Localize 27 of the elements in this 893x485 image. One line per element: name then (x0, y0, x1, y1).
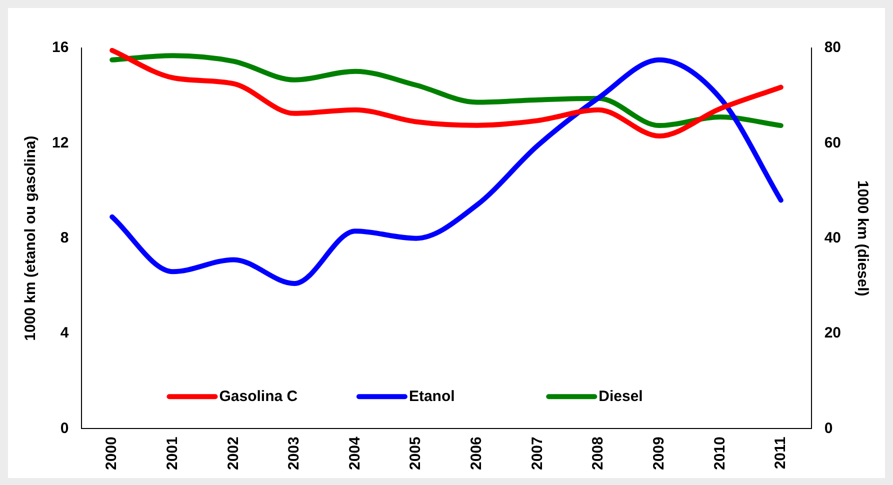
y-tick-label: 16 (52, 39, 69, 56)
y2-tick-label: 20 (824, 324, 842, 342)
legend-label: Gasolina C (219, 388, 298, 405)
y2-axis-title: 1000 km (diesel) (854, 180, 871, 296)
x-tick-label: 2008 (590, 436, 607, 470)
x-tick-label: 2010 (711, 436, 728, 470)
x-tick-label: 2005 (407, 436, 424, 470)
y-tick-label: 4 (60, 324, 70, 342)
y2-tick-label: 80 (824, 39, 842, 56)
x-tick-label: 2009 (650, 436, 668, 470)
x-tick-label: 2002 (224, 436, 242, 470)
x-tick-label: 2007 (528, 436, 546, 470)
x-tick-label: 2011 (772, 436, 790, 470)
y2-tick-label: 0 (824, 420, 833, 437)
x-tick-label: 2004 (346, 436, 364, 470)
y2-tick-label: 40 (824, 229, 842, 246)
y-axis-title: 1000 km (etanol ou gasolina) (22, 136, 40, 341)
x-tick-label: 2000 (103, 436, 120, 470)
x-tick-label: 2003 (286, 436, 303, 470)
y-tick-label: 0 (60, 420, 69, 437)
legend-label: Etanol (408, 388, 455, 405)
x-tick-label: 2006 (468, 436, 486, 470)
y-tick-label: 8 (60, 229, 69, 246)
x-tick-label: 2001 (164, 436, 182, 470)
y-tick-label: 12 (52, 134, 69, 152)
y2-tick-label: 60 (824, 134, 842, 152)
legend-label: Diesel (598, 388, 643, 405)
